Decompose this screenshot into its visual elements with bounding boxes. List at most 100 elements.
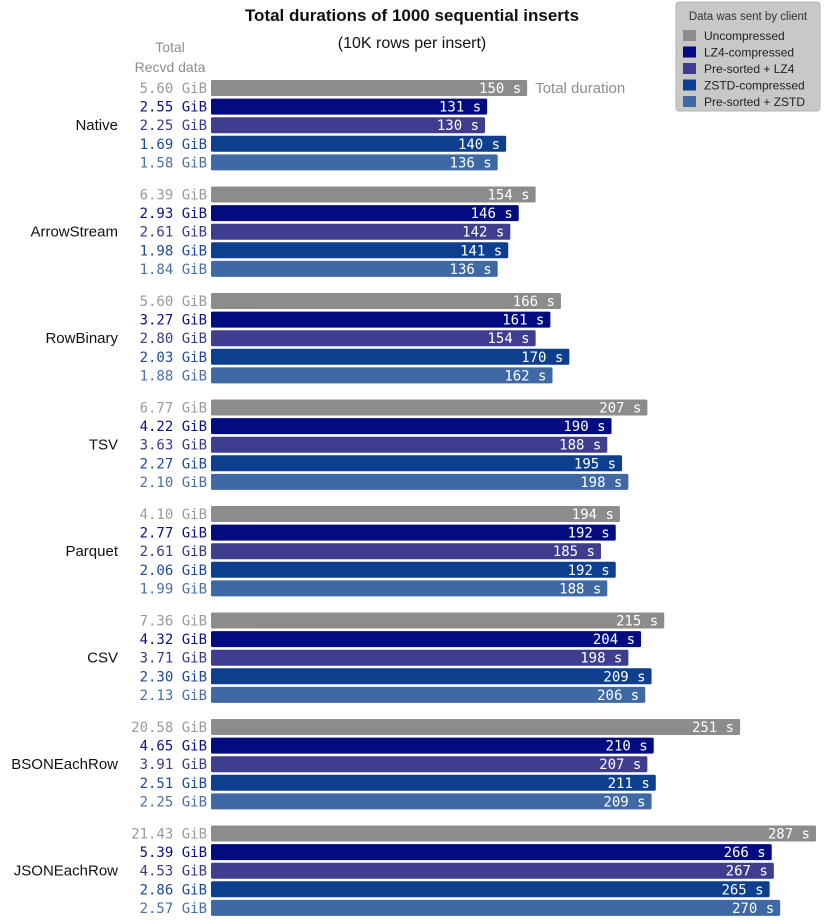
bar-value-label: 266 s xyxy=(724,845,766,861)
bar-value-label: 207 s xyxy=(599,757,641,773)
legend-label: Uncompressed xyxy=(704,29,785,43)
bar-value-label: 140 s xyxy=(458,137,500,153)
recvd-size-label: 4.10 GiB xyxy=(140,507,207,523)
bar xyxy=(211,862,774,879)
legend-title: Data was sent by client xyxy=(689,11,808,23)
legend-box xyxy=(675,1,821,112)
bar-value-label: 204 s xyxy=(593,632,635,648)
bar xyxy=(211,881,770,898)
bar-value-label: 150 s xyxy=(479,81,521,97)
bar-value-label: 210 s xyxy=(606,739,648,755)
recvd-size-label: 5.39 GiB xyxy=(140,845,207,861)
legend-label: Pre-sorted + LZ4 xyxy=(704,62,795,76)
bar xyxy=(211,186,536,203)
recvd-size-label: 1.58 GiB xyxy=(140,155,207,171)
chart-subtitle: (10K rows per insert) xyxy=(338,35,487,52)
recvd-size-label: 6.77 GiB xyxy=(140,401,207,417)
bar xyxy=(211,330,536,347)
bar-value-label: 206 s xyxy=(597,688,639,704)
bar xyxy=(211,668,652,685)
bar xyxy=(211,223,511,240)
recvd-size-label: 7.36 GiB xyxy=(140,614,207,630)
legend-label: ZSTD-compressed xyxy=(704,79,805,93)
bar xyxy=(211,524,616,541)
recvd-size-label: 2.25 GiB xyxy=(140,118,207,134)
bar xyxy=(211,98,488,115)
legend-label: Pre-sorted + ZSTD xyxy=(704,95,805,109)
recvd-size-label: 2.27 GiB xyxy=(140,456,207,472)
bar-value-label: 188 s xyxy=(559,438,601,454)
bar xyxy=(211,260,498,277)
bar xyxy=(211,242,509,259)
bar-value-label: 146 s xyxy=(471,206,513,222)
bar xyxy=(211,80,528,96)
group-label: CSV xyxy=(87,650,118,667)
bar-value-label: 251 s xyxy=(692,720,734,736)
recvd-size-label: 3.27 GiB xyxy=(140,313,207,329)
legend-label: LZ4-compressed xyxy=(704,46,794,60)
bar xyxy=(211,774,656,791)
group-label: Parquet xyxy=(65,543,118,560)
recvd-size-label: 2.03 GiB xyxy=(140,350,207,366)
recvd-size-label: 4.65 GiB xyxy=(140,739,207,755)
bar-value-label: 131 s xyxy=(439,100,481,116)
bar xyxy=(211,899,781,916)
recvd-header-line1: Total xyxy=(155,39,185,55)
bar-value-label: 209 s xyxy=(603,794,645,810)
recvd-size-label: 21.43 GiB xyxy=(131,827,207,843)
bar-value-label: 192 s xyxy=(568,526,610,542)
bar-value-label: 270 s xyxy=(732,901,774,917)
recvd-size-label: 2.61 GiB xyxy=(140,225,207,241)
bar xyxy=(211,844,772,861)
bar-value-label: 194 s xyxy=(572,507,614,523)
recvd-size-label: 2.57 GiB xyxy=(140,901,207,917)
recvd-size-label: 1.99 GiB xyxy=(140,581,207,597)
bar xyxy=(211,612,665,629)
recvd-size-label: 2.80 GiB xyxy=(140,331,207,347)
recvd-size-label: 4.22 GiB xyxy=(140,419,207,435)
legend-swatch xyxy=(683,79,696,91)
bar-value-label: 154 s xyxy=(487,331,529,347)
bar xyxy=(211,649,629,666)
recvd-size-label: 2.10 GiB xyxy=(140,475,207,491)
bar-value-label: 207 s xyxy=(599,401,641,417)
bar xyxy=(211,399,648,416)
bar xyxy=(211,737,654,754)
group-label: Native xyxy=(75,117,118,134)
bar xyxy=(211,686,646,703)
group-label: ArrowStream xyxy=(30,224,118,241)
bars: Native 150 s 5.60 GiB Total duration 131 s 2.… xyxy=(11,80,816,917)
bar xyxy=(211,631,642,648)
bar-value-label: 267 s xyxy=(726,864,768,880)
group-label: BSONEachRow xyxy=(11,756,118,773)
bar xyxy=(211,311,551,328)
bar xyxy=(211,293,561,309)
group-label: JSONEachRow xyxy=(14,863,118,880)
bar-value-label: 161 s xyxy=(502,313,544,329)
bar xyxy=(211,561,616,578)
recvd-size-label: 1.88 GiB xyxy=(140,368,207,384)
recvd-size-label: 6.39 GiB xyxy=(140,188,207,204)
legend: Data was sent by client Uncompressed LZ4-… xyxy=(675,1,821,112)
bar xyxy=(211,756,648,773)
bar xyxy=(211,418,612,435)
bar-value-label: 162 s xyxy=(504,368,546,384)
bar-value-label: 142 s xyxy=(462,225,504,241)
bar-value-label: 198 s xyxy=(580,475,622,491)
recvd-size-label: 2.25 GiB xyxy=(140,794,207,810)
bar xyxy=(211,506,620,522)
bar xyxy=(211,473,629,490)
bar xyxy=(211,436,608,453)
bar-value-label: 287 s xyxy=(768,827,810,843)
legend-swatch xyxy=(683,30,696,41)
bar-value-label: 215 s xyxy=(616,614,658,630)
bar-value-label: 170 s xyxy=(521,350,563,366)
bar-value-label: 130 s xyxy=(437,118,479,134)
bar xyxy=(211,719,741,735)
bar xyxy=(211,117,486,134)
bar-value-label: 154 s xyxy=(487,188,529,204)
bar xyxy=(211,580,608,597)
recvd-size-label: 2.51 GiB xyxy=(140,776,207,792)
recvd-size-label: 2.30 GiB xyxy=(140,669,207,685)
bar-value-label: 211 s xyxy=(608,776,650,792)
